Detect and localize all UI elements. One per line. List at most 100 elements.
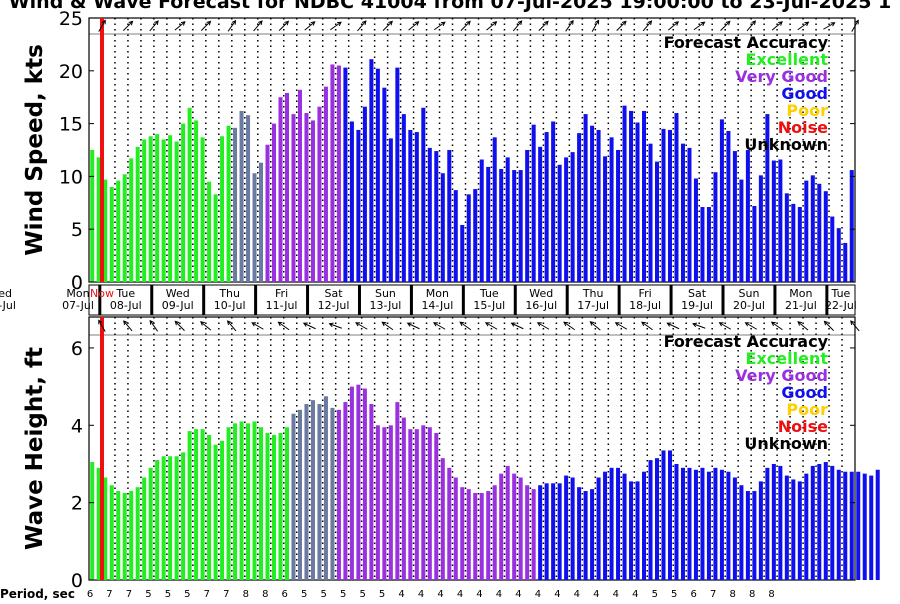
- bar: [622, 105, 627, 283]
- bar: [473, 189, 478, 282]
- bar: [207, 434, 212, 580]
- bar: [434, 433, 439, 580]
- bar: [116, 491, 121, 580]
- bar: [804, 473, 809, 580]
- day-weekday: Tue: [115, 287, 135, 300]
- day-weekday: Wed: [166, 287, 190, 300]
- direction-arrow-head: [510, 322, 516, 327]
- direction-arrow-shaft: [771, 321, 783, 331]
- direction-arrow-shaft: [797, 21, 809, 31]
- bar: [486, 166, 491, 282]
- bar: [765, 467, 770, 580]
- bar: [343, 402, 348, 580]
- day-weekday: Thu: [218, 287, 240, 300]
- bar: [90, 150, 95, 282]
- direction-arrow-shaft: [122, 21, 133, 31]
- bar: [505, 465, 510, 580]
- bar: [758, 175, 763, 282]
- bar: [706, 471, 711, 580]
- bar: [427, 147, 432, 282]
- bar: [310, 400, 315, 580]
- bar: [168, 456, 173, 580]
- y-tick-label: 2: [71, 493, 83, 515]
- day-date: 11-Jul: [266, 299, 298, 312]
- bar: [810, 465, 815, 580]
- direction-arrow-shaft: [253, 20, 263, 32]
- bar: [375, 68, 380, 282]
- bar: [265, 144, 270, 282]
- panel-frame: [88, 316, 856, 581]
- bar: [96, 157, 101, 282]
- bar: [609, 467, 614, 580]
- day-weekday: Fri: [275, 287, 288, 300]
- direction-arrow-head: [149, 319, 154, 325]
- period-value: 6: [691, 589, 697, 600]
- day-date: 14-Jul: [421, 299, 453, 312]
- direction-arrow-shaft: [616, 21, 627, 31]
- bar: [226, 427, 231, 580]
- bar: [525, 485, 530, 580]
- bar: [505, 157, 510, 282]
- period-value: 8: [262, 589, 268, 600]
- bar: [148, 467, 153, 580]
- bar: [810, 175, 815, 282]
- bar: [466, 489, 471, 580]
- bar: [817, 463, 822, 580]
- direction-arrow-head: [406, 322, 412, 327]
- bar: [90, 462, 95, 580]
- bar: [713, 172, 718, 282]
- direction-arrow-head: [563, 321, 569, 327]
- day-weekday: Mon: [426, 287, 449, 300]
- period-value: 5: [340, 589, 346, 600]
- day-date: 07-Jul: [62, 299, 94, 312]
- bar: [336, 409, 341, 580]
- direction-arrow-head: [388, 20, 393, 26]
- bar: [830, 465, 835, 580]
- direction-arrow-shaft: [485, 322, 498, 330]
- direction-arrow-head: [850, 320, 855, 326]
- bar: [479, 492, 484, 580]
- direction-arrow-shaft: [537, 322, 550, 330]
- direction-arrow-head: [302, 322, 308, 327]
- bar: [512, 473, 517, 580]
- direction-arrow-shaft: [719, 322, 732, 330]
- day-date: 17-Jul: [577, 299, 609, 312]
- bar: [414, 429, 419, 580]
- panel-frame: [88, 17, 856, 283]
- bar: [479, 159, 484, 282]
- bar: [440, 173, 445, 282]
- direction-arrow-shaft: [174, 21, 186, 31]
- bar: [421, 107, 426, 282]
- direction-arrow-head: [614, 322, 620, 327]
- direction-arrow-shaft: [381, 321, 394, 331]
- bar: [155, 134, 160, 282]
- bar: [492, 137, 497, 282]
- bar: [758, 481, 763, 581]
- bar: [570, 152, 575, 282]
- bar: [603, 156, 608, 282]
- bar: [726, 471, 731, 580]
- bar: [233, 127, 238, 282]
- bar: [310, 120, 315, 283]
- direction-arrow-shaft: [408, 21, 419, 31]
- bar: [590, 125, 595, 283]
- direction-arrow-head: [647, 20, 653, 26]
- bar: [213, 194, 218, 282]
- direction-arrow-head: [123, 320, 128, 326]
- bar: [583, 114, 588, 282]
- direction-arrow-shaft: [330, 21, 342, 31]
- bar: [200, 137, 205, 282]
- bar: [642, 471, 647, 580]
- direction-arrow-shaft: [303, 322, 316, 330]
- bar: [843, 242, 848, 282]
- bar: [213, 444, 218, 580]
- bar: [687, 467, 692, 580]
- bar: [427, 427, 432, 580]
- period-value: 4: [496, 589, 502, 600]
- bar: [577, 133, 582, 282]
- direction-arrow-shaft: [797, 321, 809, 331]
- y-axis-label: Wave Height, ft: [22, 347, 48, 550]
- legend-entry: Poor: [786, 101, 828, 120]
- bar: [414, 132, 419, 282]
- bar: [323, 396, 328, 580]
